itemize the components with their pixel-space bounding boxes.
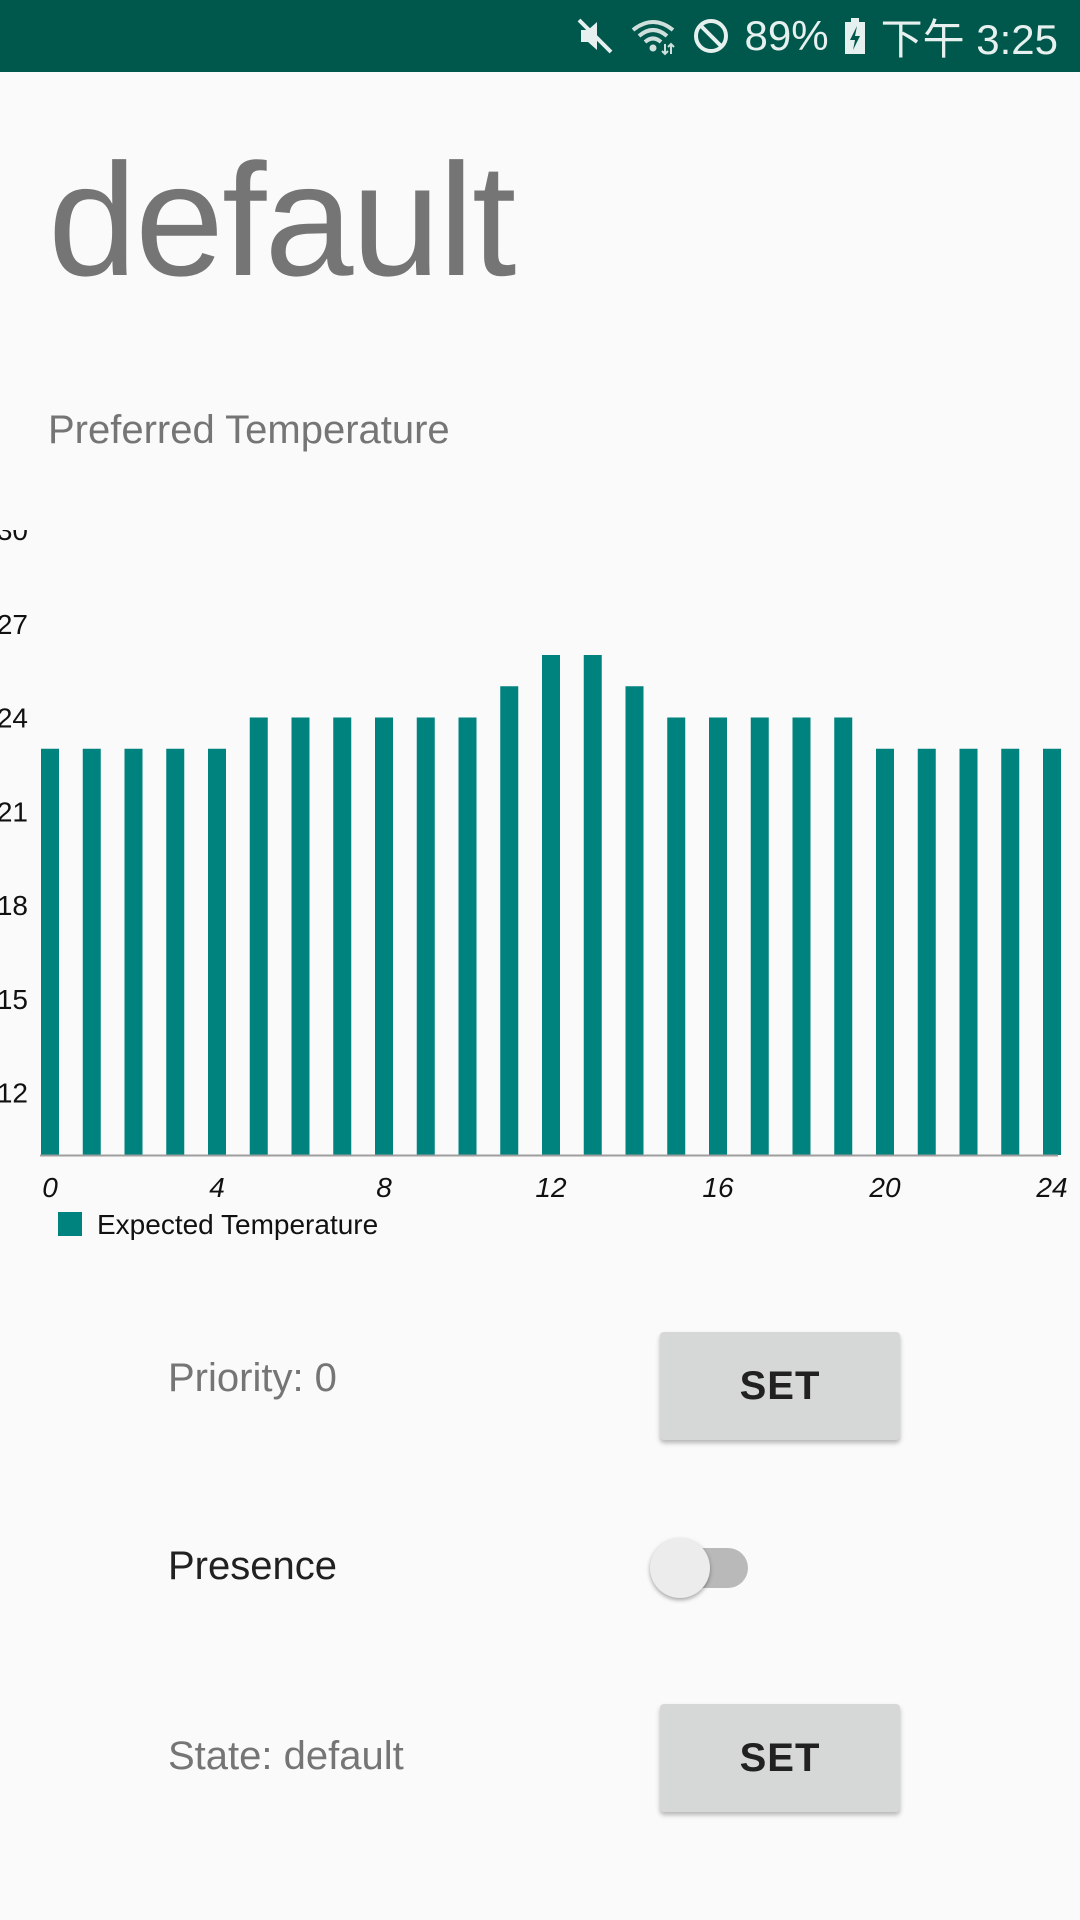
presence-switch[interactable] [650, 1536, 750, 1600]
x-tick-label: 24 [1035, 1172, 1067, 1203]
priority-label: Priority: 0 [168, 1356, 337, 1400]
battery-charging-icon [843, 16, 867, 56]
wifi-icon [629, 16, 677, 56]
bar-hour-13 [583, 655, 602, 1155]
bar-hour-9 [416, 717, 435, 1155]
clock: 下午 3:25 [880, 15, 1058, 63]
mute-icon [575, 16, 615, 56]
bar-hour-23 [1001, 748, 1020, 1155]
legend-label: Expected Temperature [97, 1209, 378, 1240]
bar-hour-16 [709, 717, 727, 1155]
bar-hour-19 [834, 717, 853, 1155]
y-tick-label: 27 [0, 609, 28, 640]
x-tick-label: 8 [376, 1172, 392, 1203]
bar-hour-1 [82, 748, 101, 1155]
page-title: default [48, 130, 516, 309]
y-tick-label: 18 [0, 890, 28, 921]
y-tick-label: 30 [0, 530, 28, 546]
bar-hour-15 [667, 717, 686, 1155]
x-tick-label: 4 [209, 1172, 225, 1203]
bar-hour-18 [792, 717, 811, 1155]
bar-hour-22 [959, 748, 978, 1155]
bar-hour-11 [500, 686, 519, 1155]
state-label: State: default [168, 1734, 404, 1778]
bar-hour-4 [208, 748, 226, 1155]
y-tick-label: 21 [0, 796, 28, 827]
y-tick-label: 15 [0, 984, 28, 1015]
bar-hour-0 [41, 748, 59, 1155]
bar-hour-8 [375, 717, 393, 1155]
x-tick-label: 16 [702, 1172, 734, 1203]
do-not-disturb-icon [691, 16, 731, 56]
bar-hour-7 [333, 717, 352, 1155]
set-priority-button[interactable]: SET [660, 1332, 900, 1440]
bar-hour-12 [542, 655, 560, 1155]
status-bar: 89% 下午 3:25 [0, 0, 1080, 72]
chart-subtitle: Preferred Temperature [48, 408, 450, 452]
y-tick-label: 12 [0, 1078, 28, 1109]
presence-label: Presence [168, 1544, 337, 1588]
y-tick-label: 24 [0, 703, 28, 734]
temperature-bar-chart: 12 15 18 21 24 27 30 0 4 8 12 16 20 24 Expected Temper… [0, 530, 1068, 1240]
x-tick-label: 0 [42, 1172, 58, 1203]
switch-thumb [650, 1538, 710, 1598]
battery-percent: 89% [744, 12, 829, 59]
set-state-button[interactable]: SET [660, 1704, 900, 1812]
bar-hour-20 [876, 748, 894, 1155]
bar-hour-17 [750, 717, 769, 1155]
bar-hour-3 [166, 748, 185, 1155]
legend-swatch [58, 1212, 82, 1236]
bar-hour-10 [458, 717, 477, 1155]
bar-hour-24 [1043, 748, 1061, 1155]
bar-hour-5 [249, 717, 268, 1155]
x-tick-label: 20 [868, 1172, 901, 1203]
bar-hour-6 [291, 717, 310, 1155]
bar-hour-2 [124, 748, 143, 1155]
bar-hour-21 [917, 748, 936, 1155]
x-tick-label: 12 [535, 1172, 567, 1203]
bar-hour-14 [625, 686, 644, 1155]
